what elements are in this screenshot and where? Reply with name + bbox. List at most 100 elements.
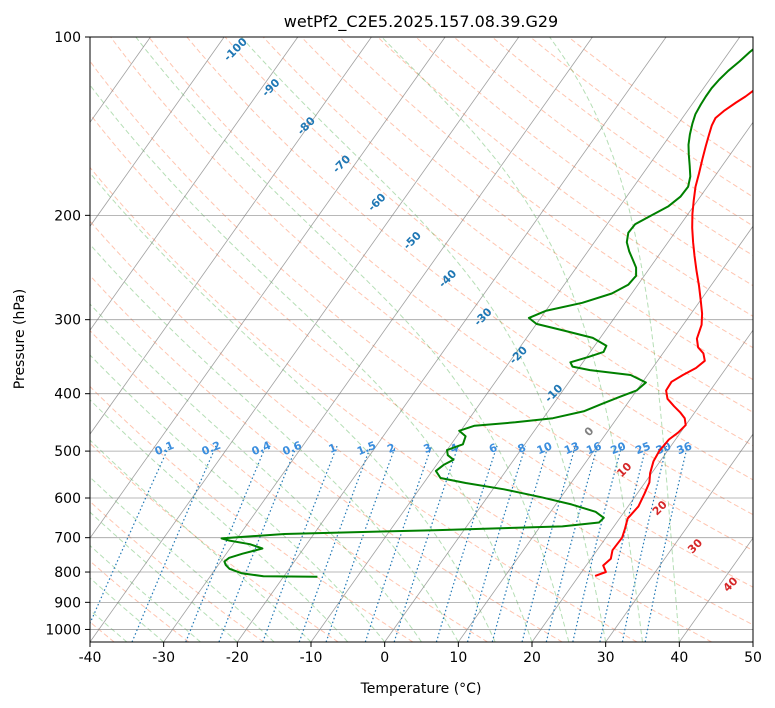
moist-adiabat-3 xyxy=(90,544,201,642)
mixing-ratio-label-6: 2 xyxy=(385,441,397,456)
x-tick-label--10: -10 xyxy=(300,650,323,666)
dry-adiabat-25 xyxy=(262,37,753,413)
mixing-ratio-line-1 xyxy=(131,445,217,642)
mixing-ratio-label-1: 0.2 xyxy=(200,439,223,458)
mixing-ratio-label-11: 10 xyxy=(535,439,554,457)
y-tick-label-500: 500 xyxy=(54,444,81,460)
dry-adiabat-27 xyxy=(339,37,753,349)
dry-adiabat-19 xyxy=(90,113,753,626)
mixing-ratio-line-2 xyxy=(185,445,267,642)
moist-adiabat-14 xyxy=(241,37,607,642)
moist-adiabat-13 xyxy=(135,37,570,642)
mixing-ratio-label-12: 13 xyxy=(562,440,581,458)
mixing-ratio-label-17: 36 xyxy=(675,439,694,457)
x-tick-label-0: 0 xyxy=(380,650,389,666)
y-axis-ticks: 100 200 300 400 500 600 700 800 900 1000 xyxy=(45,30,90,638)
y-tick-label-600: 600 xyxy=(54,491,81,507)
theta-label-6: -40 xyxy=(436,267,459,290)
dry-adiabat-26 xyxy=(301,37,753,381)
dry-adiabat-30 xyxy=(453,37,753,257)
moist-adiabat-12 xyxy=(90,84,533,642)
dry-adiabat-28 xyxy=(377,37,753,317)
theta-label-10: 0 xyxy=(582,424,597,439)
mixing-ratio-line-7 xyxy=(364,445,433,642)
dry-adiabat-20 xyxy=(90,60,753,588)
isotherm-10 xyxy=(458,225,753,642)
theta-label-14: 40 xyxy=(721,574,741,594)
mixing-ratio-line-12 xyxy=(521,445,576,642)
moist-adiabat-9 xyxy=(90,303,422,642)
plot-frame xyxy=(89,36,754,643)
x-tick-label--30: -30 xyxy=(152,650,175,666)
dry-adiabat-15 xyxy=(90,329,488,642)
dry-adiabat-29 xyxy=(415,37,753,287)
dry-adiabat-22 xyxy=(148,37,753,516)
profile-series xyxy=(220,48,753,578)
moist-adiabat-2 xyxy=(90,577,165,642)
dry-adiabat-18 xyxy=(90,166,712,642)
dry-adiabat-13 xyxy=(90,442,339,642)
y-tick-label-800: 800 xyxy=(54,565,81,581)
isotherm--110 xyxy=(0,37,3,642)
isotherm--30 xyxy=(163,37,593,642)
y-axis-label: Pressure (hPa) xyxy=(12,289,28,389)
dry-adiabat-23 xyxy=(186,37,753,481)
theta-label-9: -10 xyxy=(542,382,565,405)
gridlines xyxy=(0,37,753,642)
isotherm-20 xyxy=(531,329,753,642)
mixing-ratio-label-13: 16 xyxy=(584,439,603,457)
dry-adiabat-17 xyxy=(90,220,638,642)
mixing-ratio-line-0 xyxy=(90,445,170,625)
mixing-ratio-line-5 xyxy=(298,445,372,642)
y-tick-label-100: 100 xyxy=(54,30,81,46)
isotherm--40 xyxy=(90,37,520,642)
mixing-ratio-line-13 xyxy=(545,445,599,642)
isotherm--50 xyxy=(90,37,446,539)
mixing-ratio-line-6 xyxy=(325,445,397,642)
mixing-ratio-label-0: 0.1 xyxy=(153,439,176,458)
x-axis-label: Temperature (°C) xyxy=(360,681,482,697)
dry-adiabat-16 xyxy=(90,274,563,642)
x-tick-label-30: 30 xyxy=(597,650,615,666)
x-axis-ticks: -40 -30 -20 -10 0 10 20 30 40 50 xyxy=(79,642,762,666)
dry-adiabat-11 xyxy=(90,560,190,642)
moist-adiabat-11 xyxy=(90,172,496,642)
mixing-ratio-label-15: 25 xyxy=(633,440,652,458)
dry-adiabat-31 xyxy=(491,37,753,227)
moist-adiabat-8 xyxy=(90,354,386,642)
dry-adiabat-14 xyxy=(90,385,414,642)
isotherm--20 xyxy=(237,37,667,642)
adiabat-labels: 0.1 0.2 0.4 0.6 1 1.5 2 3 4 6 8 10 13 16 20 25 30 36-100-… xyxy=(153,37,741,595)
theta-label-13: 30 xyxy=(685,536,705,556)
mixing-ratio-label-5: 1.5 xyxy=(355,439,378,458)
mixing-ratio-label-14: 20 xyxy=(609,439,628,457)
x-tick-label-20: 20 xyxy=(523,650,541,666)
isotherm-40 xyxy=(679,537,753,642)
mixing-ratio-line-16 xyxy=(621,445,668,642)
mixing-ratio-label-4: 1 xyxy=(327,441,339,456)
series-line-0 xyxy=(594,89,753,577)
mixing-ratio-line-4 xyxy=(262,445,338,642)
moist-adiabat-10 xyxy=(90,243,459,642)
mixing-ratio-line-11 xyxy=(491,445,549,642)
isotherm--70 xyxy=(90,37,299,331)
y-tick-label-900: 900 xyxy=(54,595,81,611)
mixing-ratio-line-14 xyxy=(572,445,623,642)
y-tick-label-400: 400 xyxy=(54,387,81,403)
isotherm-30 xyxy=(605,433,753,642)
x-tick-label-10: 10 xyxy=(449,650,467,666)
mixing-ratio-line-17 xyxy=(644,445,688,642)
chart-title: wetPf2_C2E5.2025.157.08.39.G29 xyxy=(284,12,558,32)
isotherm-50 xyxy=(752,641,753,642)
isotherm--80 xyxy=(90,37,225,227)
mixing-ratio-line-15 xyxy=(599,445,647,642)
isotherm--10 xyxy=(310,37,741,642)
isotherm--60 xyxy=(90,37,372,435)
theta-label-3: -70 xyxy=(330,152,353,175)
y-tick-label-200: 200 xyxy=(54,208,81,224)
x-tick-label-40: 40 xyxy=(670,650,688,666)
theta-label-7: -30 xyxy=(471,305,494,328)
mixing-ratio-line-8 xyxy=(393,445,459,642)
mixing-ratio-label-10: 8 xyxy=(516,441,528,456)
moist-adiabat-16 xyxy=(549,37,680,642)
